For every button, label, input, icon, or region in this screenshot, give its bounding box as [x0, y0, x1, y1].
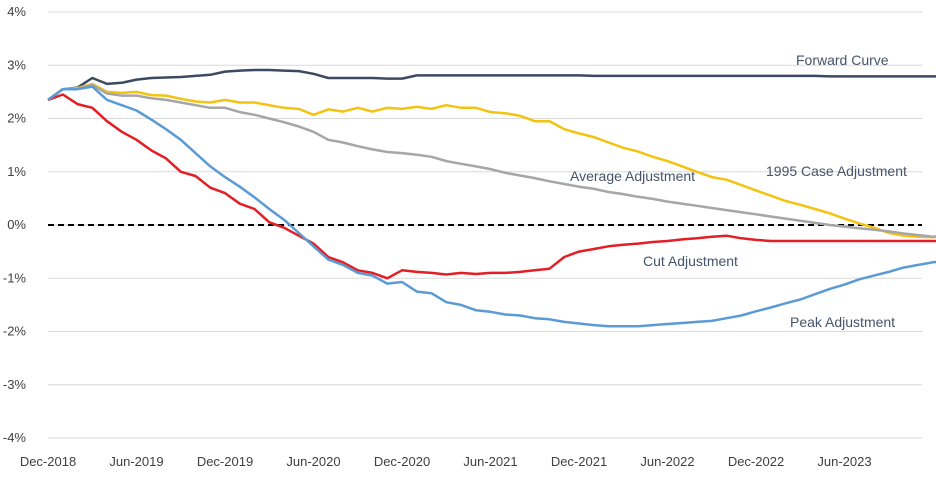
x-tick-label: Jun-2021: [463, 454, 517, 469]
x-tick-label: Jun-2023: [817, 454, 871, 469]
annotation-average-adjustment: Average Adjustment: [570, 168, 695, 184]
y-tick-label: 2%: [7, 111, 26, 126]
series-annotations: Forward Curve 1995 Case Adjustment Avera…: [570, 52, 907, 330]
y-tick-label: -3%: [3, 377, 27, 392]
y-tick-label: -1%: [3, 270, 27, 285]
y-axis-tick-labels: -4% -3% -2% -1% 0% 1% 2% 3% 4%: [3, 4, 27, 445]
x-tick-label: Dec-2018: [20, 454, 76, 469]
x-tick-label: Dec-2021: [551, 454, 607, 469]
y-tick-label: 1%: [7, 164, 26, 179]
y-tick-label: -2%: [3, 324, 27, 339]
annotation-1995-case-adjustment: 1995 Case Adjustment: [766, 163, 907, 179]
x-axis-tick-labels: Dec-2018 Jun-2019 Dec-2019 Jun-2020 Dec-2020…: [20, 454, 872, 469]
series-line-average-adjustment: [47, 83, 936, 239]
annotation-cut-adjustment: Cut Adjustment: [643, 253, 738, 269]
y-tick-label: 3%: [7, 57, 26, 72]
annotation-forward-curve: Forward Curve: [796, 52, 889, 68]
x-tick-label: Jun-2020: [286, 454, 340, 469]
x-tick-label: Dec-2019: [197, 454, 253, 469]
annotation-peak-adjustment: Peak Adjustment: [790, 314, 895, 330]
y-tick-label: 0%: [7, 217, 26, 232]
series-lines: [47, 68, 936, 328]
x-tick-label: Jun-2022: [640, 454, 694, 469]
x-tick-label: Jun-2019: [109, 454, 163, 469]
x-tick-label: Dec-2022: [728, 454, 784, 469]
x-tick-label: Dec-2020: [374, 454, 430, 469]
y-tick-label: -4%: [3, 430, 27, 445]
series-line-peak-adjustment: [47, 85, 936, 328]
y-tick-label: 4%: [7, 4, 26, 19]
series-line-forward-curve: [47, 68, 936, 101]
series-line-cut-adjustment: [47, 93, 936, 280]
series-line-1995-case-adjustment: [47, 82, 936, 239]
